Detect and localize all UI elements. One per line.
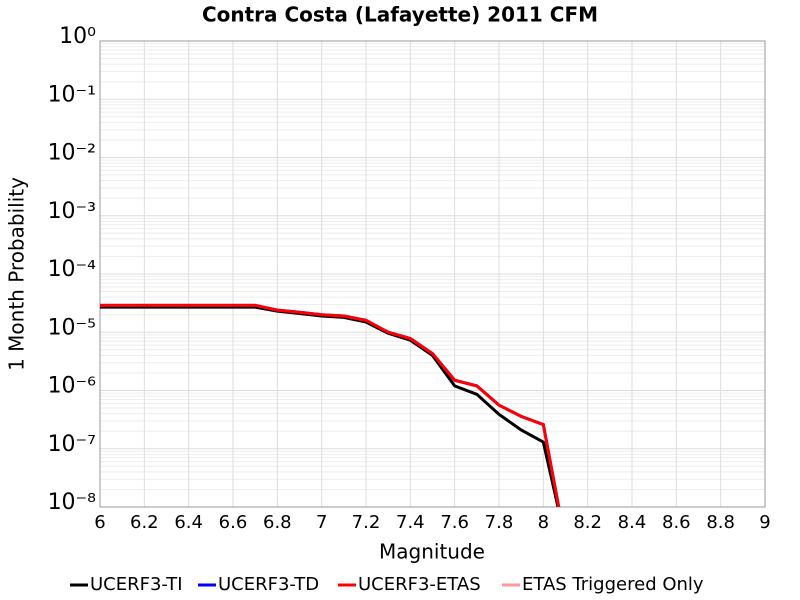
y-axis-label: 1 Month Probability <box>5 177 29 371</box>
x-tick-label: 6 <box>94 512 105 533</box>
legend-label: ETAS Triggered Only <box>522 574 704 595</box>
plot-lines <box>100 303 561 507</box>
x-tick-label: 8.6 <box>662 512 691 533</box>
y-tick-label: 10⁻³ <box>48 199 96 224</box>
x-tick-label: 8.8 <box>706 512 735 533</box>
legend-label: UCERF3-ETAS <box>358 574 481 595</box>
x-tick-label: 7.4 <box>396 512 425 533</box>
x-tick-label: 7.2 <box>352 512 381 533</box>
x-tick-label: 6.8 <box>263 512 292 533</box>
y-tick-label: 10⁻⁷ <box>48 432 96 457</box>
series-line <box>100 303 561 507</box>
legend-label: UCERF3-TD <box>218 574 319 595</box>
legend-label: UCERF3-TI <box>90 574 183 595</box>
y-tick-label: 10⁰ <box>59 24 96 49</box>
y-tick-label: 10⁻⁴ <box>48 257 97 282</box>
x-tick-label: 6.6 <box>219 512 248 533</box>
chart-title: Contra Costa (Lafayette) 2011 CFM <box>202 3 598 27</box>
x-tick-label: 8.2 <box>573 512 602 533</box>
x-tick-label: 7.8 <box>485 512 514 533</box>
y-tick-label: 10⁻¹ <box>48 82 96 107</box>
y-tick-label: 10⁻⁸ <box>48 490 97 515</box>
x-tick-label: 6.2 <box>130 512 159 533</box>
y-tick-label: 10⁻² <box>48 141 96 166</box>
x-tick-label: 8.4 <box>618 512 647 533</box>
y-tick-label: 10⁻⁵ <box>48 315 96 340</box>
x-tick-label: 9 <box>759 512 770 533</box>
x-tick-label: 6.4 <box>174 512 203 533</box>
x-tick-label: 7.6 <box>440 512 469 533</box>
x-tick-label: 8 <box>538 512 549 533</box>
plot-frame <box>99 40 766 508</box>
series-line <box>100 305 560 507</box>
x-tick-label: 7 <box>316 512 327 533</box>
y-tick-label: 10⁻⁶ <box>48 374 97 399</box>
x-axis-label: Magnitude <box>379 540 485 564</box>
